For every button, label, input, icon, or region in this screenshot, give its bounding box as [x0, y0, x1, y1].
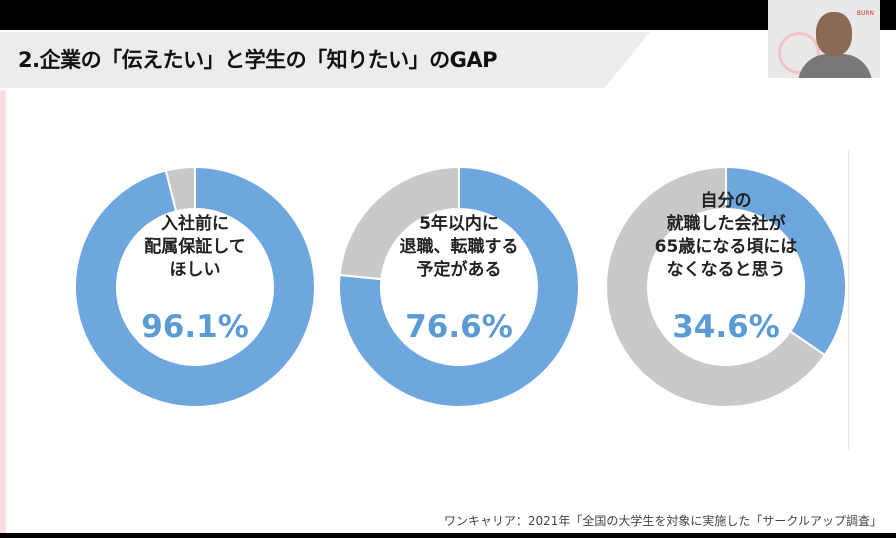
donut-slice-yes — [338, 165, 580, 408]
donut-label: 就職した会社が — [667, 213, 786, 234]
donut-value-label: 34.6% — [672, 309, 780, 345]
title-band — [0, 32, 650, 88]
donut-slice-other — [605, 165, 827, 408]
donut-label: 配属保証して — [144, 236, 246, 257]
source-note: ワンキャリア：2021年「全国の大学生を対象に実施した「サークルアップ調査」 — [443, 514, 882, 528]
donut-slice-other — [338, 165, 460, 281]
donut-slice-yes — [725, 165, 847, 357]
donut-label: 65歳になる頃には — [655, 236, 798, 257]
donut-slice-yes — [74, 165, 316, 408]
donut-value-label: 76.6% — [405, 309, 513, 345]
donut-label: 予定がある — [417, 259, 502, 280]
donut-value-label: 96.1% — [141, 309, 249, 345]
donut-label: ほしい — [170, 260, 221, 280]
donut-label: 5年以内に — [419, 213, 499, 234]
donut-slice-other — [164, 165, 196, 213]
donut-label: 入社前に — [161, 213, 229, 234]
slide: 2.企業の「伝えたい」と学生の「知りたい」のGAP ワンキャリア：2021年「全… — [0, 30, 896, 533]
donut-label: 自分の — [701, 190, 752, 211]
presenter-head — [816, 12, 852, 56]
slide-title: 2.企業の「伝えたい」と学生の「知りたい」のGAP — [18, 48, 497, 72]
donut-label: なくなると思う — [667, 260, 786, 280]
webcam-thumbnail: BURN — [768, 0, 880, 78]
donut-label: 退職、転職する — [400, 236, 519, 257]
accent-strip — [0, 90, 6, 533]
divider — [848, 150, 849, 450]
webcam-logo: BURN — [856, 10, 874, 17]
